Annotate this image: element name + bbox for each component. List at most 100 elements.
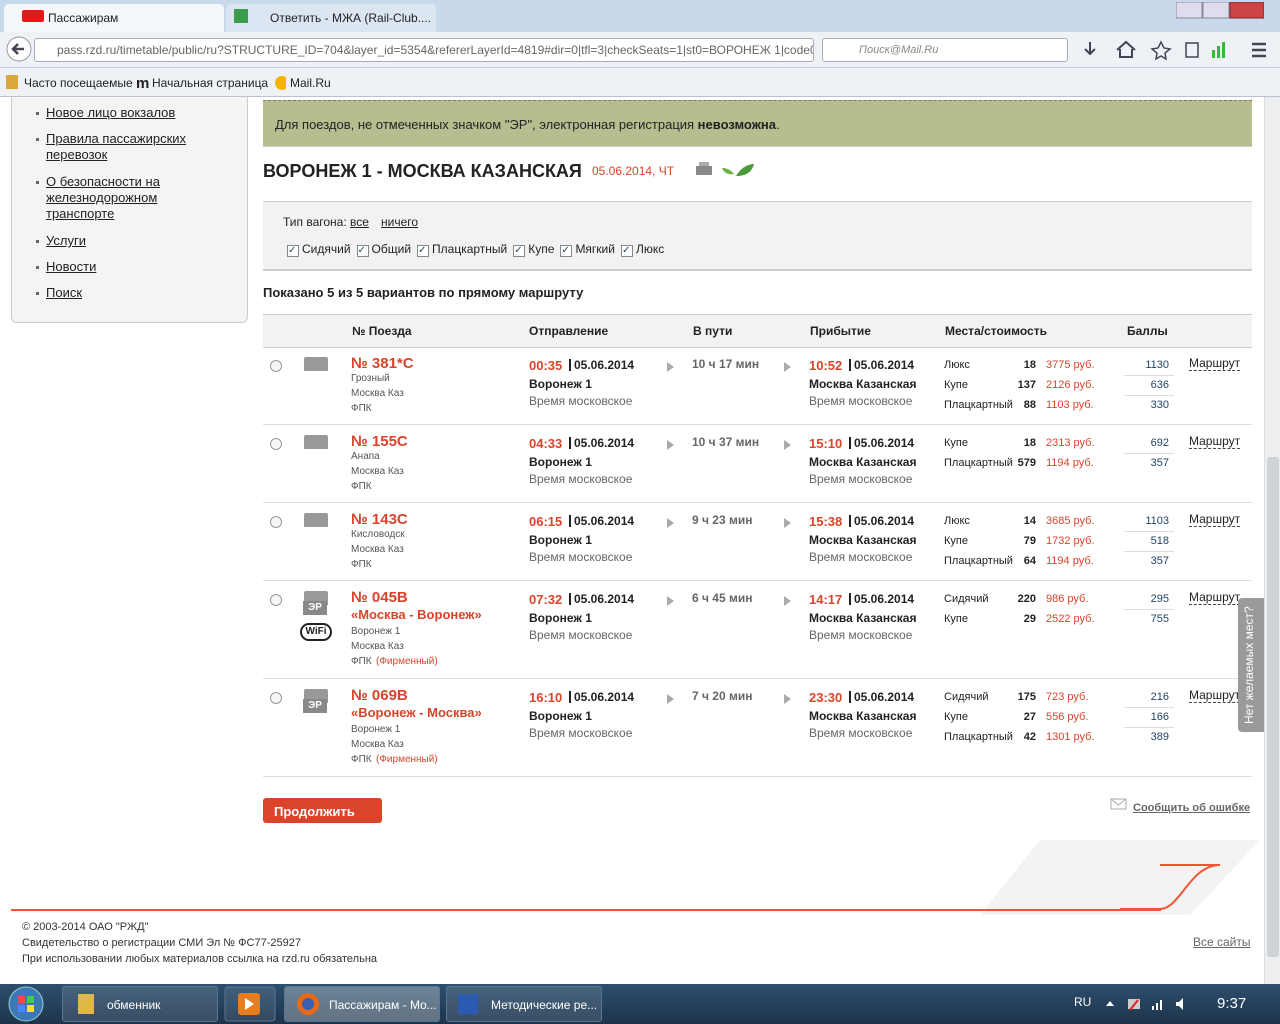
- checkbox-option[interactable]: ✓Общий: [357, 242, 412, 256]
- sidebar-link[interactable]: О безопасности на железнодорожном трансп…: [46, 174, 216, 222]
- tray-icons[interactable]: [1104, 996, 1194, 1012]
- arrival-station: Москва Казанская: [809, 533, 916, 547]
- checkbox-option[interactable]: ✓Люкс: [621, 242, 664, 256]
- train-from: Воронеж 1: [351, 724, 400, 735]
- report-link[interactable]: Сообщить об ошибке: [1133, 802, 1250, 814]
- side-tab-text[interactable]: Нет желаемых мест?: [1242, 606, 1256, 724]
- checkbox[interactable]: ✓: [513, 245, 525, 257]
- checkbox-label[interactable]: Люкс: [636, 242, 664, 256]
- checkbox-label[interactable]: Сидячий: [302, 242, 351, 256]
- sidebar-link[interactable]: Новое лицо вокзалов: [46, 105, 216, 121]
- checkbox-option[interactable]: ✓Сидячий: [287, 242, 351, 256]
- bullet: [36, 181, 39, 184]
- checkbox[interactable]: ✓: [560, 245, 572, 257]
- route-link[interactable]: Маршрут: [1189, 689, 1240, 703]
- seat-count: 29: [986, 613, 1036, 625]
- column-header: Баллы: [1127, 324, 1168, 338]
- sidebar-link[interactable]: Новости: [46, 259, 216, 275]
- checkbox[interactable]: ✓: [417, 245, 429, 257]
- toolbar-icons[interactable]: [1080, 40, 1270, 60]
- route-link[interactable]: Маршрут: [1189, 357, 1240, 371]
- radio[interactable]: [270, 516, 282, 528]
- route-link[interactable]: Маршрут: [1189, 513, 1240, 527]
- train-from: Воронеж 1: [351, 626, 400, 637]
- departure-station: Воронеж 1: [529, 709, 592, 723]
- table-header: № ПоездаОтправлениеВ путиПрибытиеМеста/с…: [263, 314, 1252, 348]
- seat-points: 166: [1119, 711, 1169, 723]
- arrival-station: Москва Казанская: [809, 709, 916, 723]
- seat-points: 1130: [1119, 359, 1169, 371]
- train-to: Москва Каз: [351, 388, 404, 399]
- route-link[interactable]: Маршрут: [1189, 435, 1240, 449]
- radio[interactable]: [270, 692, 282, 704]
- checkbox-option[interactable]: ✓Плацкартный: [417, 242, 507, 256]
- seat-price: 1194 руб.: [1046, 555, 1094, 567]
- bullet: [36, 266, 39, 269]
- column-header: Отправление: [529, 324, 608, 338]
- bullet: [36, 292, 39, 295]
- language[interactable]: RU: [1074, 995, 1091, 1009]
- column-header: № Поезда: [352, 324, 412, 338]
- checkbox-label[interactable]: Общий: [372, 242, 412, 256]
- checkbox-label[interactable]: Плацкартный: [432, 242, 507, 256]
- side-tab[interactable]: Нет желаемых мест?: [1238, 598, 1264, 732]
- radio[interactable]: [270, 360, 282, 372]
- arrow: [784, 362, 791, 372]
- checkbox-label[interactable]: Мягкий: [575, 242, 615, 256]
- points-divider: [1124, 707, 1174, 708]
- url-bar[interactable]: pass.rzd.ru/timetable/public/ru?STRUCTUR…: [34, 38, 814, 62]
- summary: Показано 5 из 5 вариантов по прямому мар…: [263, 285, 583, 300]
- filter-none[interactable]: ничего: [381, 215, 418, 229]
- arrival-date: 05.06.2014: [849, 593, 914, 605]
- route-link[interactable]: Маршрут: [1189, 591, 1240, 605]
- train-number[interactable]: № 143С: [351, 511, 408, 528]
- radio[interactable]: [270, 438, 282, 450]
- continue-button[interactable]: Продолжить: [263, 798, 382, 823]
- tab[interactable]: Ответить - МЖА (Rail-Club....: [226, 4, 436, 32]
- arrow: [784, 440, 791, 450]
- route-icons[interactable]: [694, 160, 758, 182]
- scrollbar[interactable]: [1264, 97, 1280, 984]
- tab-bar: Пассажирам Ответить - МЖА (Rail-Club....: [0, 0, 1280, 32]
- train-name: «Воронеж - Москва»: [351, 705, 482, 720]
- departure-station: Воронеж 1: [529, 533, 592, 547]
- train-to: Москва Каз: [351, 739, 404, 750]
- back-button[interactable]: [6, 36, 32, 62]
- arrow: [667, 694, 674, 704]
- footer-line: Свидетельство о регистрации СМИ Эл № ФС7…: [22, 935, 377, 951]
- seat-price: 986 руб.: [1046, 593, 1088, 605]
- seat-points: 330: [1119, 399, 1169, 411]
- sidebar-link[interactable]: Услуги: [46, 233, 216, 249]
- checkbox[interactable]: ✓: [357, 245, 369, 257]
- train-number[interactable]: № 069В: [351, 687, 408, 704]
- checkbox-label[interactable]: Купе: [528, 242, 554, 256]
- train-number[interactable]: № 045В: [351, 589, 408, 606]
- checkbox[interactable]: ✓: [287, 245, 299, 257]
- train-number[interactable]: № 381*С: [351, 355, 414, 372]
- seat-points: 692: [1119, 437, 1169, 449]
- sidebar-link[interactable]: Поиск: [46, 285, 216, 301]
- notice-bold: невозможна: [698, 117, 776, 132]
- start-button[interactable]: [4, 986, 48, 1022]
- seat-price: 723 руб.: [1046, 691, 1088, 703]
- departure-time: 07:32: [529, 592, 562, 607]
- search-box[interactable]: Поиск@Mail.Ru: [822, 38, 1068, 62]
- departure-time: 04:33: [529, 436, 562, 451]
- nav-bar: pass.rzd.ru/timetable/public/ru?STRUCTUR…: [0, 32, 1280, 68]
- taskbar-icons: [72, 992, 612, 1016]
- checkbox-option[interactable]: ✓Купе: [513, 242, 554, 256]
- seat-count: 27: [986, 711, 1036, 723]
- badge: ЭР: [303, 699, 327, 713]
- arrow: [784, 518, 791, 528]
- all-sites-link[interactable]: Все сайты: [1193, 935, 1251, 949]
- route-title: ВОРОНЕЖ 1 - МОСКВА КАЗАНСКАЯ: [263, 161, 582, 182]
- window-controls[interactable]: [1176, 2, 1264, 20]
- radio[interactable]: [270, 594, 282, 606]
- filter-all[interactable]: все: [350, 215, 369, 229]
- checkbox-option[interactable]: ✓Мягкий: [560, 242, 615, 256]
- checkbox[interactable]: ✓: [621, 245, 633, 257]
- train-number[interactable]: № 155С: [351, 433, 408, 450]
- sidebar-link[interactable]: Правила пассажирских перевозок: [46, 131, 216, 163]
- footer-line: [11, 909, 1161, 911]
- bookmark[interactable]: Mail.Ru: [290, 76, 331, 90]
